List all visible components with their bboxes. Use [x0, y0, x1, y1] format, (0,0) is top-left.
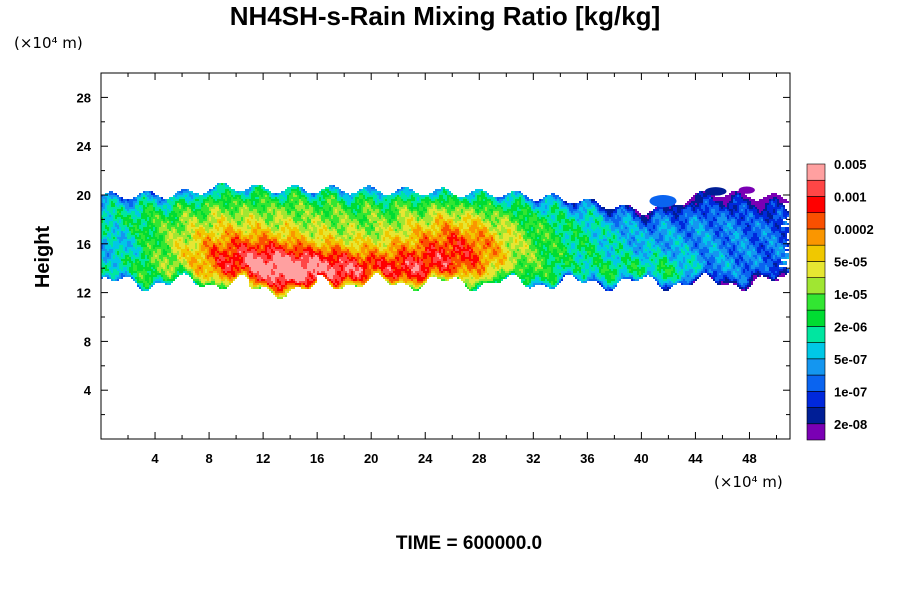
colorbar-swatch [806, 244, 826, 262]
x-axis: 4 8 12 16 20 24 28 32 36 40 44 48 [127, 73, 777, 466]
x-tick-label: 28 [472, 451, 486, 466]
colorbar-swatch [806, 326, 826, 343]
y-axis: 4 8 12 16 20 24 28 [77, 90, 790, 416]
x-tick-label: 32 [526, 451, 540, 466]
x-tick-label: 12 [256, 451, 270, 466]
chart-title: NH4SH-s-Rain Mixing Ratio [kg/kg] [230, 1, 660, 31]
colorbar-label: 2e-08 [834, 417, 867, 432]
x-tick-label: 44 [688, 451, 703, 466]
x-tick-label: 40 [634, 451, 648, 466]
y-unit-label: (×10⁴ m) [14, 34, 83, 52]
time-label: TIME = 600000.0 [396, 533, 542, 554]
colorbar: 2e-08 1e-07 5e-07 2e-06 1e-05 5e-05 0.0002 0.00… [806, 157, 874, 441]
colorbar-swatch [806, 277, 826, 295]
y-tick-label: 24 [77, 139, 92, 154]
colorbar-label: 2e-06 [834, 319, 867, 334]
y-tick-label: 16 [77, 237, 91, 252]
colorbar-swatch [806, 390, 826, 408]
x-tick-label: 24 [418, 451, 433, 466]
colorbar-swatch [806, 407, 826, 425]
colorbar-swatch [806, 163, 826, 181]
y-tick-label: 8 [84, 334, 91, 349]
plot-frame [100, 72, 791, 440]
y-tick-label: 12 [77, 286, 91, 301]
heatmap-patch [649, 195, 677, 208]
colorbar-label: 5e-07 [834, 352, 867, 367]
x-tick-label: 4 [151, 451, 159, 466]
colorbar-label: 0.001 [834, 189, 867, 204]
colorbar-label: 1e-07 [834, 384, 867, 399]
colorbar-label: 0.0002 [834, 222, 874, 237]
x-unit-label: (×10⁴ m) [714, 473, 783, 491]
colorbar-swatch [806, 212, 826, 230]
y-tick-label: 28 [77, 90, 91, 105]
colorbar-swatch [806, 309, 826, 327]
colorbar-swatch [806, 179, 826, 197]
colorbar-label: 0.005 [834, 157, 867, 172]
y-axis-label: Height [32, 226, 54, 289]
heatmap-patch [704, 187, 727, 196]
x-tick-label: 48 [742, 451, 756, 466]
colorbar-label: 1e-05 [834, 287, 867, 302]
heatmap-field [101, 183, 789, 299]
colorbar-swatch [806, 228, 826, 246]
colorbar-swatch [806, 293, 826, 311]
x-tick-label: 16 [310, 451, 324, 466]
x-tick-label: 36 [580, 451, 594, 466]
x-tick-label: 20 [364, 451, 378, 466]
colorbar-swatch [806, 261, 826, 278]
colorbar-swatch [806, 423, 826, 441]
x-tick-label: 8 [205, 451, 212, 466]
colorbar-label: 5e-05 [834, 254, 867, 269]
colorbar-swatch [806, 358, 826, 376]
heatmap-patch [738, 186, 755, 194]
colorbar-swatch [806, 374, 826, 392]
y-tick-label: 20 [77, 188, 91, 203]
colorbar-swatch [806, 342, 826, 360]
y-tick-label: 4 [84, 383, 92, 398]
colorbar-swatch [806, 196, 826, 214]
